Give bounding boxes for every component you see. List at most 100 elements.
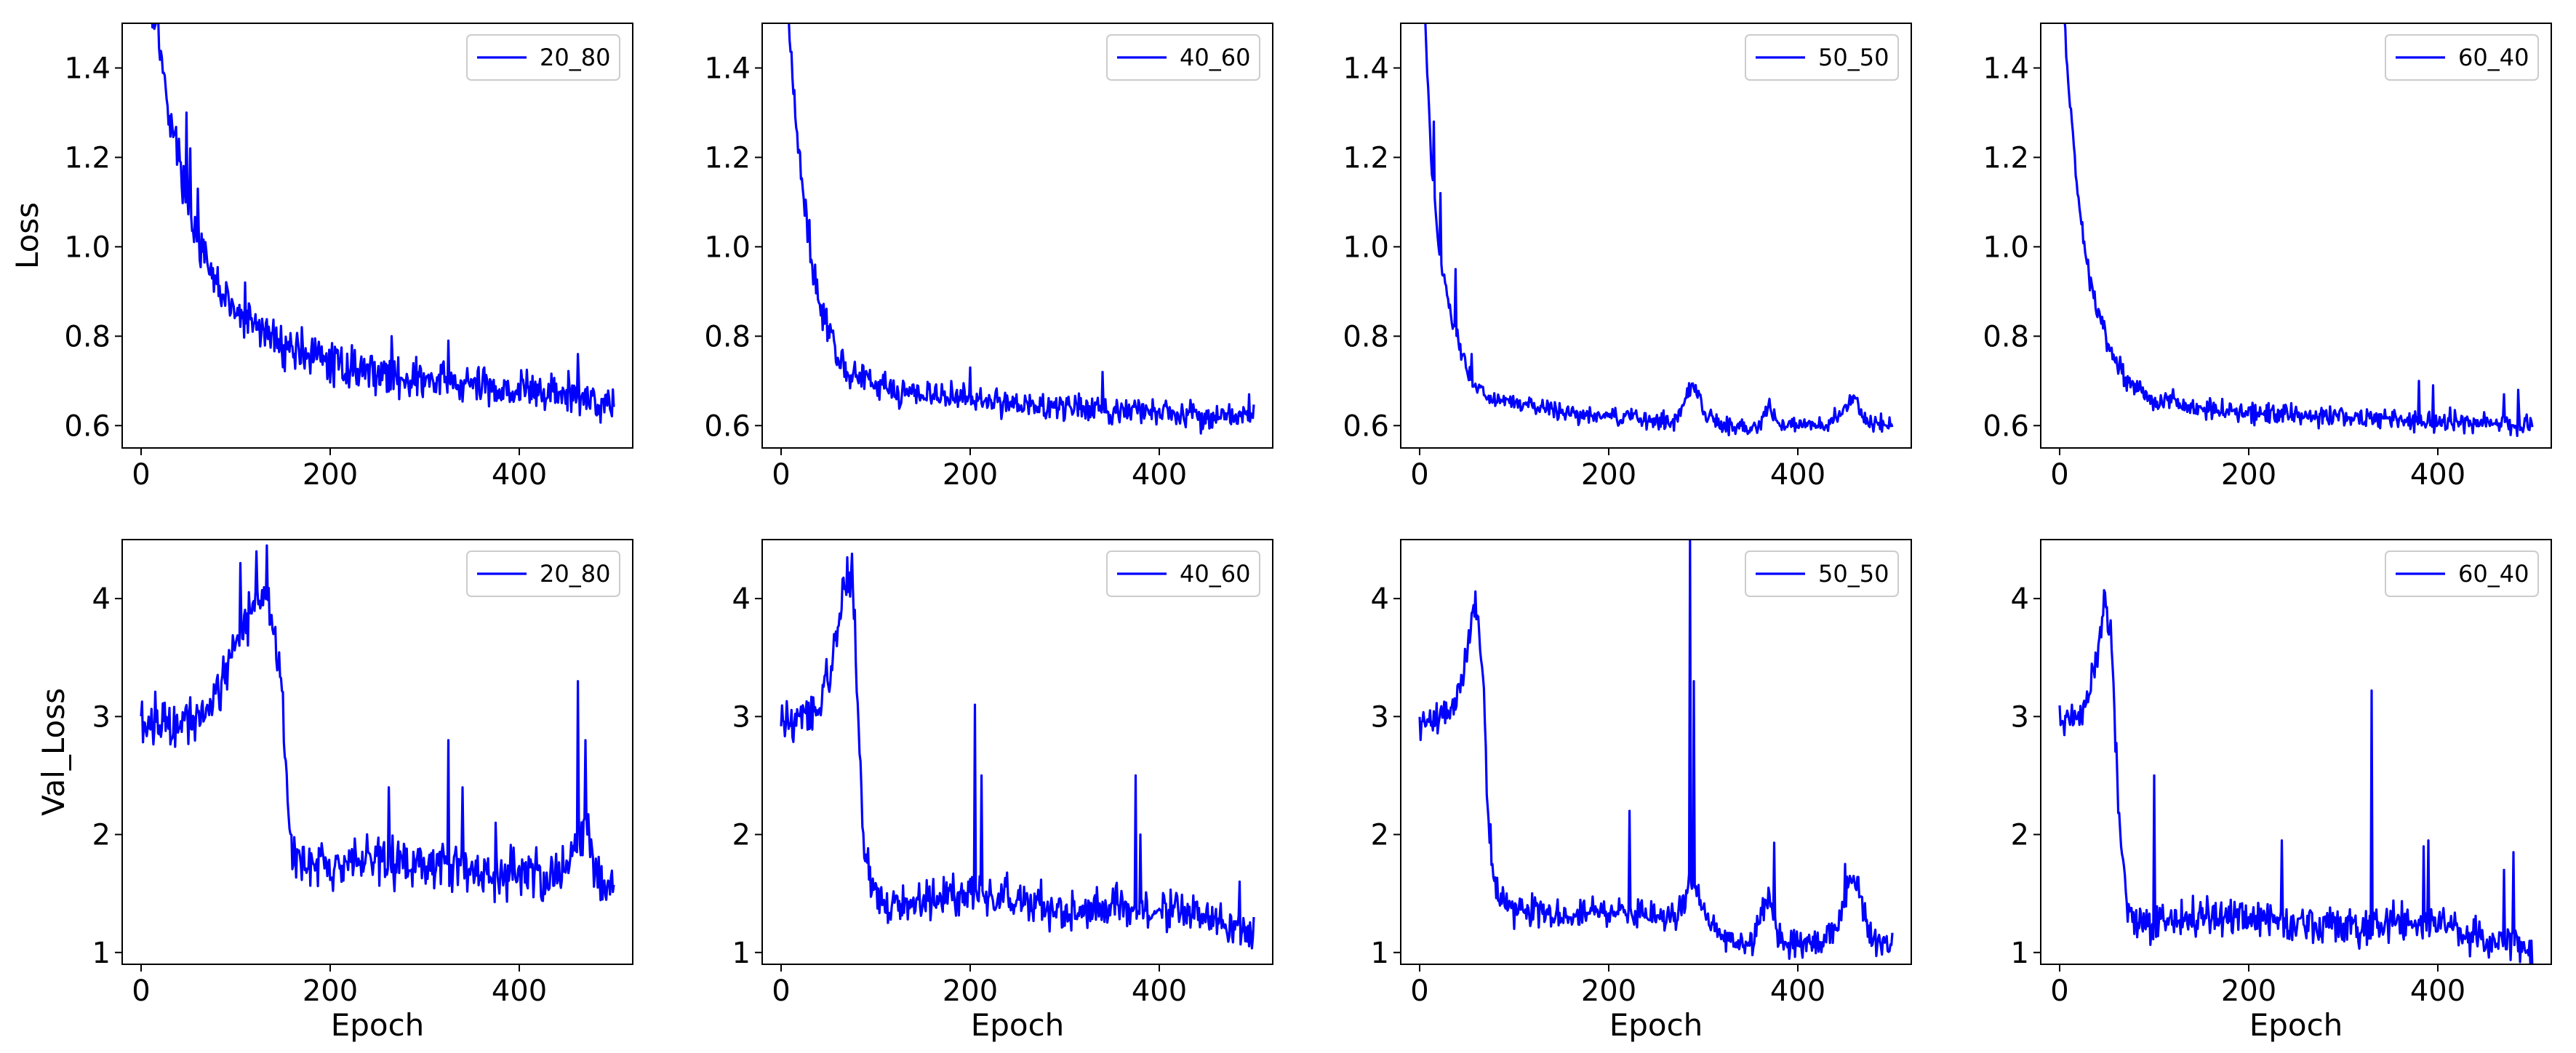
y-tick-label: 3 [92, 700, 111, 734]
series-line-50_50 [1418, 540, 1894, 961]
x-axis-label: Epoch [331, 1007, 425, 1043]
x-tick-label: 0 [2050, 458, 2068, 492]
legend-box [1106, 550, 1260, 597]
y-tick-label: 2 [1371, 819, 1389, 852]
x-tick-label: 0 [772, 458, 790, 492]
x-axis-label: Epoch [971, 1007, 1065, 1043]
subplot-loss-50_50: 0 200 400 0.6 0.8 1.0 1.2 1.4 50_50 [1343, 23, 1912, 492]
y-tick-label: 3 [732, 700, 751, 734]
plot-frame [121, 539, 633, 965]
x-tick-label: 400 [492, 458, 547, 492]
y-tick-label: 1.2 [1343, 141, 1389, 175]
legend-box [1745, 34, 1899, 81]
y-tick-label: 1.4 [1983, 52, 2029, 85]
y-tick-label: 2 [732, 819, 751, 852]
y-tick-label: 4 [92, 582, 111, 616]
legend-label: 50_50 [1818, 44, 1889, 71]
x-tick-label: 400 [1770, 458, 1825, 492]
plot-frame [121, 23, 633, 449]
legend-box [466, 550, 620, 597]
y-tick-label: 1.0 [1983, 231, 2029, 264]
x-tick-label: 400 [1132, 974, 1187, 1008]
x-axis-label: Epoch [1609, 1007, 1703, 1043]
legend-box [466, 34, 620, 81]
legend-label: 40_60 [1180, 44, 1250, 71]
x-tick-label: 200 [2221, 458, 2276, 492]
series-line-20_80 [151, 23, 615, 424]
x-tick-label: 0 [2050, 974, 2068, 1008]
y-tick-label: 1 [1371, 937, 1389, 970]
y-tick-label: 1.2 [64, 141, 111, 175]
x-axis-label: Epoch [2249, 1007, 2343, 1043]
legend-label: 60_40 [2458, 560, 2529, 588]
legend-label: 20_80 [540, 560, 610, 588]
x-tick-label: 400 [492, 974, 547, 1008]
y-tick-label: 1.4 [704, 52, 751, 85]
x-tick-label: 200 [1581, 458, 1636, 492]
series-line-40_60 [788, 23, 1255, 435]
y-tick-label: 0.8 [64, 320, 111, 353]
y-tick-label: 0.6 [1983, 409, 2029, 443]
y-tick-label: 1 [92, 937, 111, 970]
y-tick-label: 0.8 [1983, 320, 2029, 353]
y-tick-label: 1.0 [1343, 231, 1389, 264]
legend-box [2385, 550, 2539, 597]
x-tick-label: 200 [1581, 974, 1636, 1008]
y-tick-label: 0.8 [1343, 320, 1389, 353]
plot-frame [1400, 539, 1912, 965]
y-tick-label: 1.0 [704, 231, 751, 264]
x-tick-label: 400 [1132, 458, 1187, 492]
plot-frame [1400, 23, 1912, 449]
y-tick-label: 1 [2011, 937, 2029, 970]
x-tick-label: 0 [1410, 458, 1428, 492]
x-tick-label: 200 [943, 458, 998, 492]
plot-frame [2040, 23, 2552, 449]
legend-box [1745, 550, 1899, 597]
x-tick-label: 400 [2410, 974, 2465, 1008]
x-tick-label: 0 [132, 458, 150, 492]
x-tick-label: 0 [1410, 974, 1428, 1008]
plot-frame [2040, 539, 2552, 965]
subplot-loss-60_40: 0 200 400 0.6 0.8 1.0 1.2 1.4 60_40 [1983, 23, 2552, 492]
y-tick-label: 1 [732, 937, 751, 970]
y-axis-label: Loss [9, 202, 45, 269]
y-tick-label: 1.2 [1983, 141, 2029, 175]
legend-label: 20_80 [540, 44, 610, 71]
y-tick-label: 0.8 [704, 320, 751, 353]
y-tick-label: 1.4 [1343, 52, 1389, 85]
x-tick-label: 400 [1770, 974, 1825, 1008]
plot-frame [761, 23, 1273, 449]
y-tick-label: 1.0 [64, 231, 111, 264]
legend-label: 50_50 [1818, 560, 1889, 588]
subplot-val_loss-50_50: 0 200 400 1 2 3 4 50_50 Epoch [1371, 539, 1912, 1043]
x-tick-label: 400 [2410, 458, 2465, 492]
y-tick-label: 0.6 [1343, 409, 1389, 443]
y-axis-label: Val_Loss [36, 688, 71, 816]
y-tick-label: 4 [732, 582, 751, 616]
y-tick-label: 1.4 [64, 52, 111, 85]
subplot-loss-20_80: 0 200 400 0.6 0.8 1.0 1.2 1.4 20_80 Loss [9, 23, 633, 492]
series-line-50_50 [1424, 23, 1894, 437]
x-tick-label: 0 [772, 974, 790, 1008]
legend-box [1106, 34, 1260, 81]
y-tick-label: 4 [1371, 582, 1389, 616]
subplot-val_loss-60_40: 0 200 400 1 2 3 4 60_40 Epoch [2011, 539, 2552, 1043]
x-tick-label: 200 [303, 458, 358, 492]
series-line-60_40 [2063, 23, 2534, 438]
series-line-20_80 [140, 544, 615, 904]
x-tick-label: 200 [943, 974, 998, 1008]
y-tick-label: 2 [92, 819, 111, 852]
legend-label: 40_60 [1180, 560, 1250, 588]
y-tick-label: 3 [1371, 700, 1389, 734]
y-tick-label: 0.6 [704, 409, 751, 443]
subplot-loss-40_60: 0 200 400 0.6 0.8 1.0 1.2 1.4 40_60 [704, 23, 1273, 492]
subplot-val_loss-20_80: 0 200 400 1 2 3 4 20_80 Epoch Val_Loss [36, 539, 633, 1043]
y-tick-label: 2 [2011, 819, 2029, 852]
y-tick-label: 1.2 [704, 141, 751, 175]
y-tick-label: 4 [2011, 582, 2029, 616]
legend-box [2385, 34, 2539, 81]
y-tick-label: 3 [2011, 700, 2029, 734]
x-tick-label: 200 [2221, 974, 2276, 1008]
x-tick-label: 0 [132, 974, 150, 1008]
